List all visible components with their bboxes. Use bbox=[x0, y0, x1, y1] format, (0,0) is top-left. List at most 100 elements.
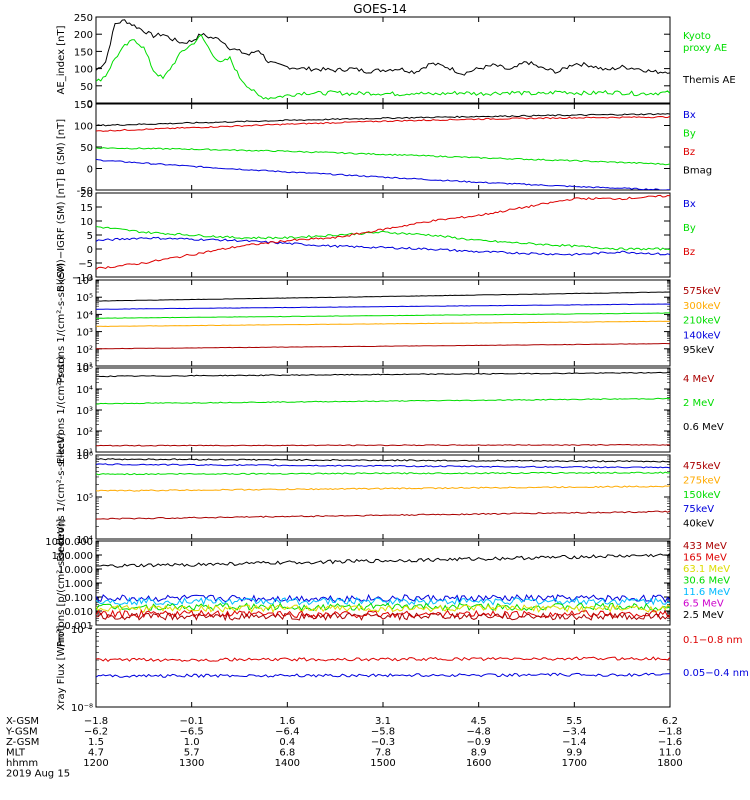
legend-label: 150keV bbox=[683, 490, 721, 501]
series-line-75kev bbox=[96, 463, 670, 469]
x-row-label: Z-GSM bbox=[6, 737, 39, 748]
y-axis-label: Protons 1/(cm²-s-sr-keV) bbox=[56, 263, 67, 384]
x-row-value: 1.6 bbox=[279, 716, 295, 727]
y-tick-label: 50 bbox=[80, 82, 93, 93]
x-row-value: 1700 bbox=[562, 758, 587, 769]
series-line-bx bbox=[96, 236, 670, 256]
y-tick-label: 0.100 bbox=[64, 593, 93, 604]
y-tick-label: 20 bbox=[80, 189, 93, 200]
legend-label: 2.5 MeV bbox=[683, 610, 724, 621]
y-axis-label: AE_index [nT] bbox=[56, 25, 67, 94]
y-tick-label: 100.000 bbox=[52, 551, 93, 562]
legend-label: 0.05−0.4 nm bbox=[683, 668, 749, 679]
y-tick-label: 10¹ bbox=[76, 448, 93, 459]
y-tick-label: 10⁴ bbox=[76, 535, 93, 546]
x-row-label: hhmm bbox=[6, 758, 38, 769]
x-row-value: −4.8 bbox=[467, 727, 491, 738]
panel-frame bbox=[95, 16, 671, 104]
x-row-value: 6.2 bbox=[662, 716, 678, 727]
series-line-300kev bbox=[96, 320, 670, 328]
y-axis-label: B (SM) [nT] bbox=[56, 119, 67, 175]
panel-protons2: 0.001 0.010 0.100 1.000 10.000 100.000 1000.00… bbox=[45, 519, 730, 647]
x-row-value: 7.8 bbox=[375, 748, 391, 759]
legend-label: 575keV bbox=[683, 286, 721, 297]
panel-frame bbox=[95, 367, 671, 453]
series-line-150kev bbox=[96, 471, 670, 476]
legend-label: proxy AE bbox=[683, 43, 727, 54]
legend-label: 140keV bbox=[683, 330, 721, 341]
x-row-value: −0.1 bbox=[180, 716, 204, 727]
y-tick-label: 100 bbox=[74, 122, 93, 133]
y-tick-label: 10³ bbox=[76, 328, 93, 339]
y-axis-label: Electrons 1/(cm²-s-sr-keV) bbox=[56, 432, 67, 561]
series-line-275kev bbox=[96, 485, 670, 492]
x-row-value: 1200 bbox=[83, 758, 108, 769]
x-row-value: −0.9 bbox=[467, 737, 491, 748]
y-tick-label: 10 bbox=[80, 217, 93, 228]
date-label: 2019 Aug 15 bbox=[6, 769, 70, 780]
x-row-value: 4.7 bbox=[88, 748, 104, 759]
series-line-575kev bbox=[96, 343, 670, 350]
panel-xray: 10⁻⁸ 10⁻⁷ Xray Flux [W/m²] 0.1−0.8 nm 0.05−0… bbox=[56, 625, 749, 714]
y-axis-label: Electrons 1/(cm²-s-sr) bbox=[56, 356, 67, 464]
legend-label: 475keV bbox=[683, 461, 721, 472]
y-axis-label: Protons [p/(cm²-s-sr-keV)] bbox=[56, 519, 67, 647]
x-row-value: −1.8 bbox=[658, 727, 682, 738]
series-line-210kev bbox=[96, 312, 670, 319]
y-tick-label: 10³ bbox=[76, 406, 93, 417]
x-row-value: 0.4 bbox=[279, 737, 295, 748]
y-tick-label: -50 bbox=[77, 186, 93, 197]
y-tick-label: 1.000 bbox=[64, 579, 93, 590]
x-row-value: 6.8 bbox=[279, 748, 295, 759]
y-tick-label: 10⁶ bbox=[76, 451, 93, 462]
x-row-value: 3.1 bbox=[375, 716, 391, 727]
legend-label: 63.1 MeV bbox=[683, 564, 730, 575]
legend-label: 165 MeV bbox=[683, 553, 727, 564]
panel-electrons2: 10⁴ 10⁵ 10⁶ Electrons 1/(cm²-s-sr-keV) 475ke… bbox=[56, 432, 721, 561]
legend-label: By bbox=[683, 129, 696, 140]
legend-label: 6.5 MeV bbox=[683, 599, 724, 610]
series-line-bz bbox=[96, 115, 670, 132]
legend-label: 4 MeV bbox=[683, 374, 714, 385]
y-tick-label: 10⁵ bbox=[76, 293, 93, 304]
series-line-6-5-mev bbox=[96, 593, 670, 603]
x-row-value: −1.8 bbox=[84, 716, 108, 727]
panel-protons1: 10¹ 10² 10³ 10⁴ 10⁵ 10⁶ Protons 1/(cm²-s-sr-ke… bbox=[56, 263, 721, 384]
legend-label: By bbox=[683, 223, 696, 234]
x-row-value: 1600 bbox=[466, 758, 491, 769]
y-tick-label: 0 bbox=[87, 245, 93, 256]
y-tick-label: 10² bbox=[76, 427, 93, 438]
y-tick-label: 10² bbox=[76, 345, 93, 356]
y-tick-label: 10⁴ bbox=[76, 385, 93, 396]
y-tick-label: 200 bbox=[74, 30, 93, 41]
legend-label: 0.1−0.8 nm bbox=[683, 635, 742, 646]
x-row-value: 9.9 bbox=[566, 748, 582, 759]
legend-label: Bmag bbox=[683, 166, 712, 177]
y-tick-label: 0.001 bbox=[64, 621, 93, 632]
x-row-value: −5.8 bbox=[371, 727, 395, 738]
legend-label: 30.6 MeV bbox=[683, 576, 730, 587]
legend-label: 275keV bbox=[683, 475, 721, 486]
y-tick-label: −10 bbox=[72, 273, 93, 284]
y-tick-label: 100 bbox=[74, 65, 93, 76]
legend-label: 40keV bbox=[683, 519, 714, 530]
legend-label: Bz bbox=[683, 147, 695, 158]
x-row-value: −6.5 bbox=[180, 727, 204, 738]
series-line-140kev bbox=[96, 303, 670, 310]
legend-label: Themis AE bbox=[682, 75, 736, 86]
x-row-value: 5.5 bbox=[566, 716, 582, 727]
y-tick-label: −5 bbox=[78, 259, 93, 270]
series-line-2-5-mev bbox=[96, 553, 670, 568]
y-tick-label: 150 bbox=[74, 47, 93, 58]
y-tick-label: 150 bbox=[74, 100, 93, 111]
series-line-165-mev bbox=[96, 609, 670, 619]
x-row-value: 1.5 bbox=[88, 737, 104, 748]
x-row-value: −1.6 bbox=[658, 737, 682, 748]
series-line-475kev bbox=[96, 510, 670, 520]
x-row-value: 1500 bbox=[370, 758, 395, 769]
x-row-value: 8.9 bbox=[471, 748, 487, 759]
panel-frame bbox=[95, 628, 671, 708]
x-row-value: 1800 bbox=[657, 758, 682, 769]
y-tick-label: 10⁵ bbox=[76, 364, 93, 375]
